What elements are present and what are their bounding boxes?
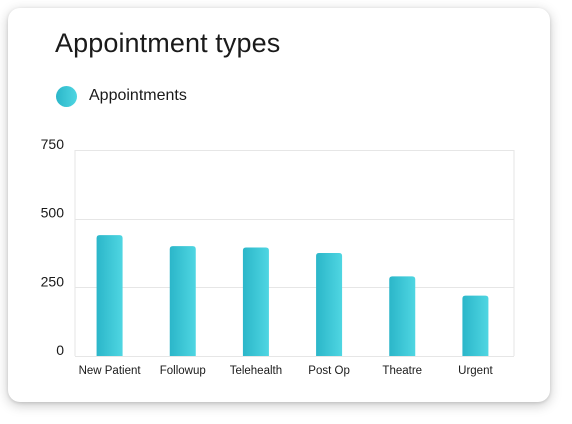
x-tick-label-new-patient: New Patient	[79, 365, 142, 377]
bar-new-patient[interactable]	[96, 235, 123, 356]
legend-label-appointments: Appointments	[89, 87, 187, 104]
y-tick-label-0: 0	[56, 342, 64, 358]
x-tick-label-urgent: Urgent	[458, 365, 493, 377]
y-axis: 0 250 500 750	[41, 136, 65, 358]
x-tick-label-followup: Followup	[160, 365, 206, 377]
bar-urgent[interactable]	[462, 295, 489, 356]
gridlines	[74, 150, 515, 357]
y-tick-label-500: 500	[41, 205, 65, 221]
bar-post-op[interactable]	[316, 253, 343, 356]
legend-swatch-appointments	[56, 85, 77, 107]
y-tick-label-750: 750	[41, 136, 65, 152]
x-tick-label-theatre: Theatre	[382, 365, 422, 377]
y-tick-label-250: 250	[41, 273, 65, 289]
x-tick-label-telehealth: Telehealth	[230, 365, 282, 377]
x-tick-label-post-op: Post Op	[308, 365, 350, 377]
bar-theatre[interactable]	[389, 276, 416, 356]
legend[interactable]: Appointments	[56, 84, 187, 108]
x-axis: New Patient Followup Telehealth Post Op Thea…	[79, 365, 494, 377]
bars	[96, 235, 489, 356]
bar-telehealth[interactable]	[242, 247, 269, 356]
bar-followup[interactable]	[169, 246, 196, 356]
chart-title: Appointment types	[55, 28, 281, 58]
